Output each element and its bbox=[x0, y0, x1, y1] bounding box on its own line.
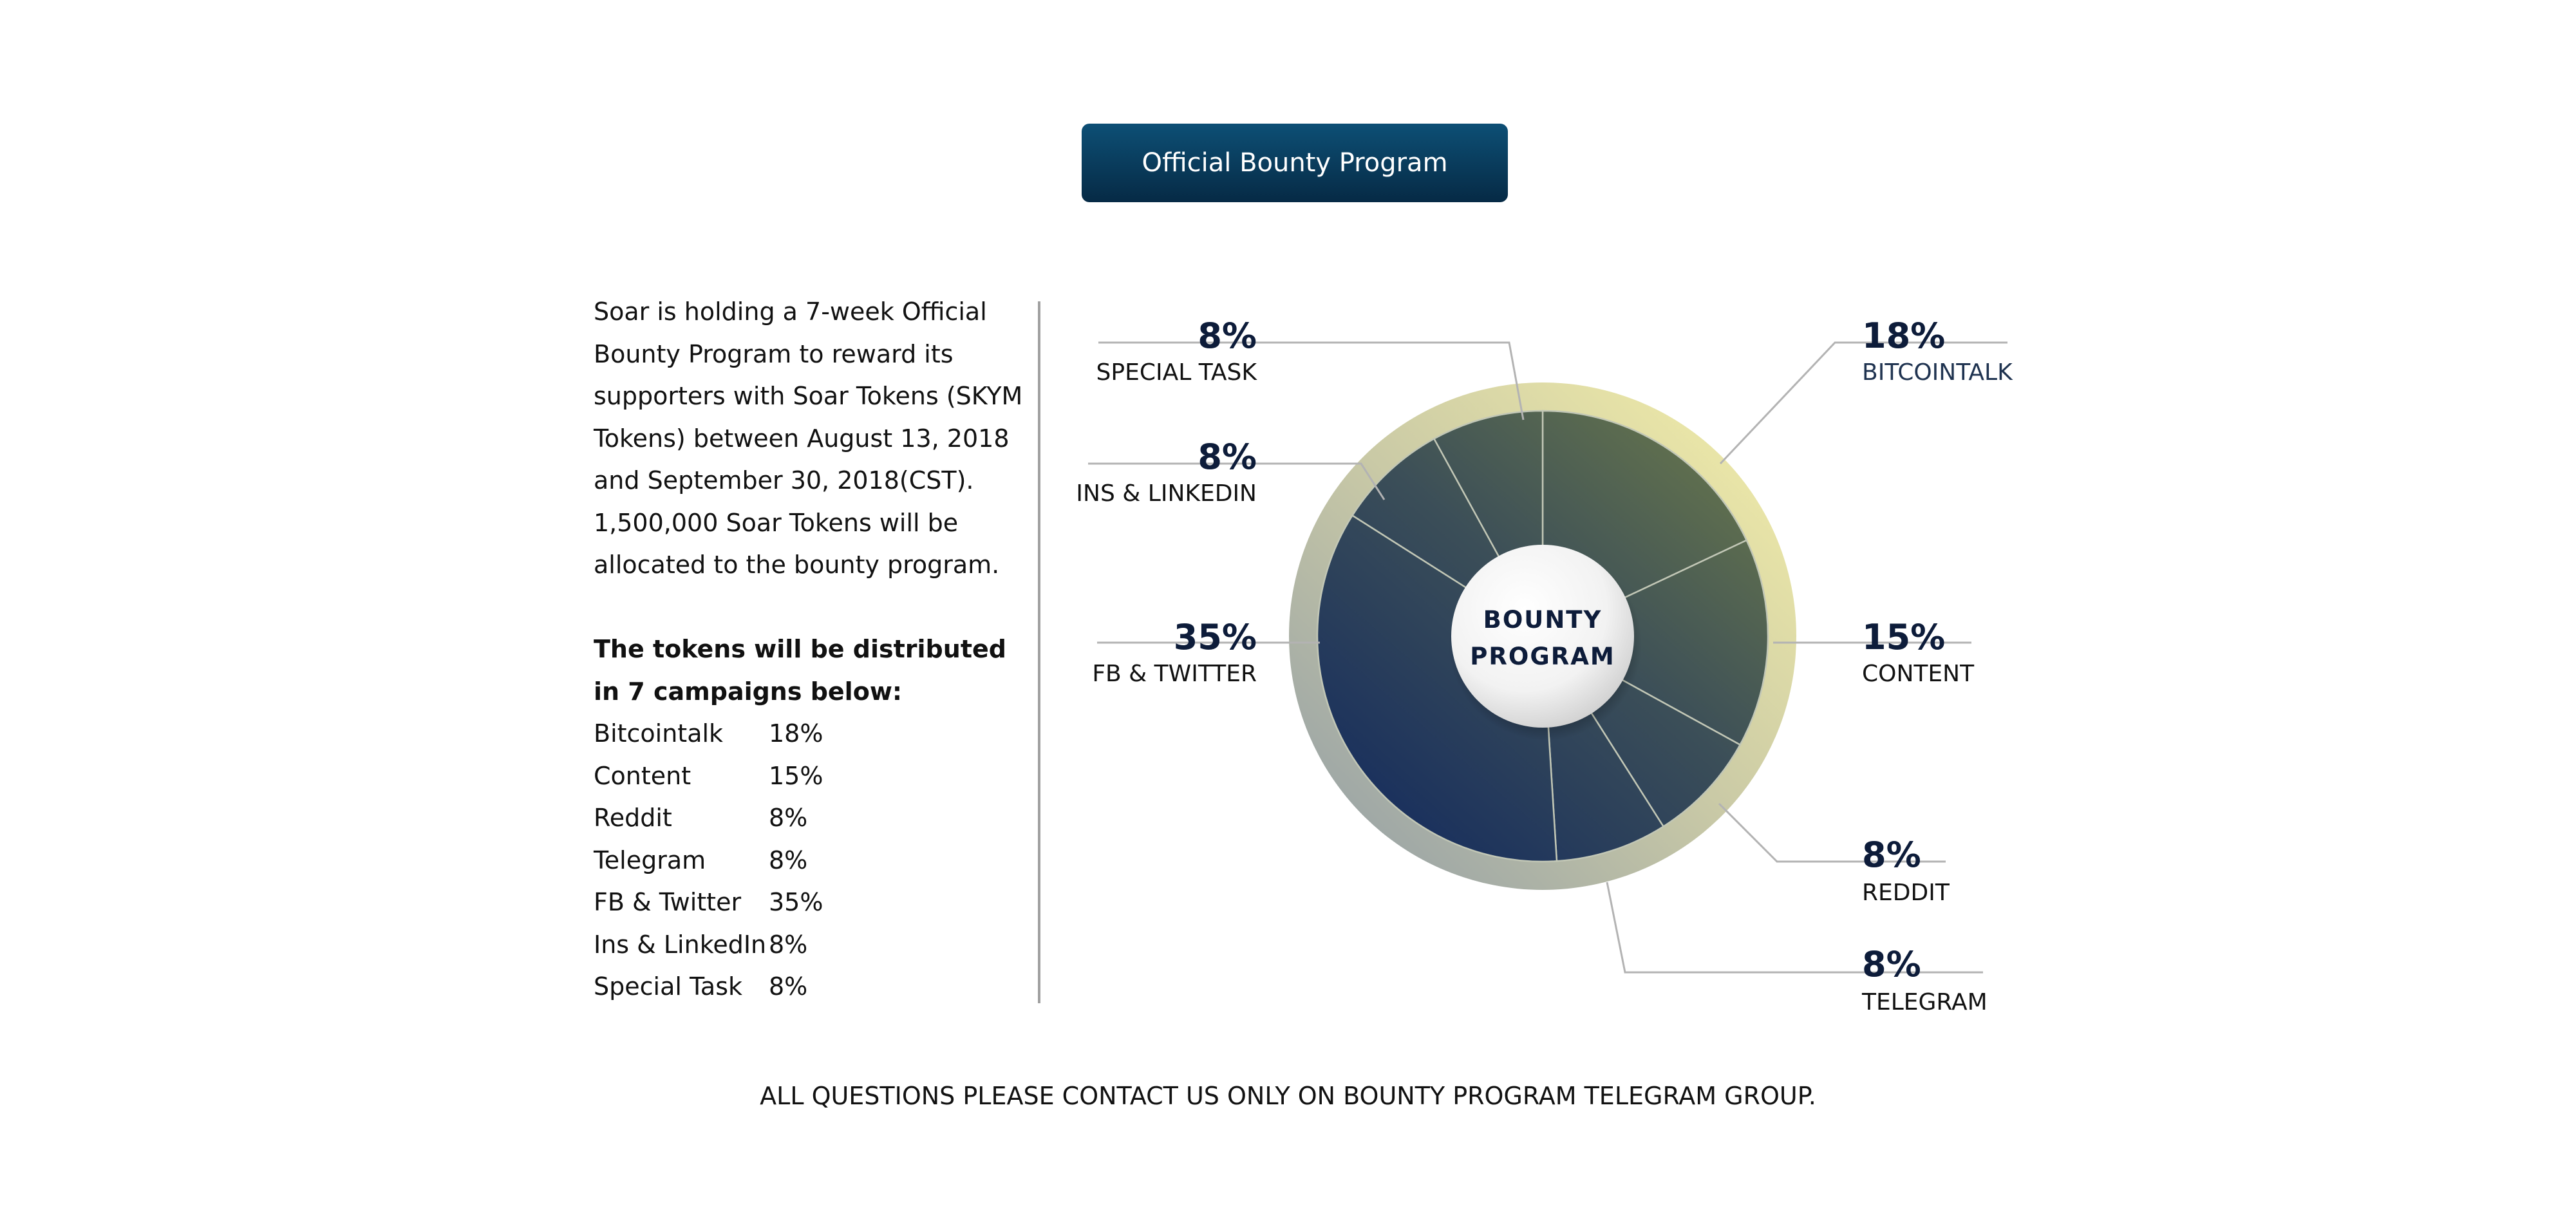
percent-label-fb-and-twitter: 35% bbox=[1174, 617, 1257, 657]
category-label-bitcointalk: BITCOINTALK bbox=[1862, 359, 2013, 386]
center-label-line-1: BOUNTY bbox=[1483, 606, 1603, 634]
leader-line-bitcointalk bbox=[1719, 341, 2007, 465]
campaign-name: Telegram bbox=[594, 845, 706, 874]
distribution-row: Telegram 8% bbox=[594, 840, 823, 882]
category-label-telegram: TELEGRAM bbox=[1861, 989, 1988, 1015]
distribution-row: Special Task 8% bbox=[594, 966, 823, 1008]
campaign-share: 18% bbox=[769, 719, 823, 748]
distribution-row: FB & Twitter 35% bbox=[594, 882, 823, 924]
pie-slice-content bbox=[1541, 539, 1769, 746]
leader-line-ins-and-linkedin bbox=[1088, 462, 1386, 500]
percent-label-telegram: 8% bbox=[1862, 944, 1921, 985]
percent-label-ins-and-linkedin: 8% bbox=[1198, 437, 1257, 477]
campaign-name: Content bbox=[594, 761, 691, 790]
campaign-share: 8% bbox=[769, 804, 808, 832]
campaign-name: Reddit bbox=[594, 804, 672, 832]
category-label-fb-and-twitter: FB & TWITTER bbox=[1092, 661, 1257, 687]
category-label-reddit: REDDIT bbox=[1862, 880, 1950, 906]
distribution-row: Reddit 8% bbox=[594, 797, 823, 840]
campaign-share: 8% bbox=[769, 930, 808, 959]
pie-slice-fb-and-twitter bbox=[1316, 514, 1558, 863]
campaign-share: 8% bbox=[769, 972, 808, 1001]
distribution-row: Content 15% bbox=[594, 755, 823, 798]
campaign-name: Special Task bbox=[594, 972, 743, 1001]
campaign-name: FB & Twitter bbox=[594, 888, 742, 916]
distribution-row: Ins & LinkedIn 8% bbox=[594, 924, 823, 967]
footer-contact-note: ALL QUESTIONS PLEASE CONTACT US ONLY ON … bbox=[760, 1082, 1816, 1110]
percent-label-bitcointalk: 18% bbox=[1862, 316, 1945, 356]
category-label-special-task: SPECIAL TASK bbox=[1096, 359, 1258, 386]
campaign-share: 8% bbox=[769, 845, 808, 874]
distribution-title: The tokens will be distributed in 7 camp… bbox=[594, 635, 1006, 706]
percent-label-reddit: 8% bbox=[1862, 835, 1921, 875]
category-label-content: CONTENT bbox=[1862, 661, 1975, 687]
intro-paragraph: Soar is holding a 7-week Official Bounty… bbox=[594, 297, 1023, 579]
campaign-name: Bitcointalk bbox=[594, 719, 724, 748]
vertical-divider bbox=[1038, 301, 1040, 1003]
campaign-share: 15% bbox=[769, 761, 823, 790]
distribution-table: Bitcointalk 18% Content 15% Reddit 8% Teleg… bbox=[594, 713, 823, 1008]
center-label-line-2: PROGRAM bbox=[1470, 643, 1615, 670]
campaign-share: 35% bbox=[769, 888, 823, 916]
category-label-ins-and-linkedin: INS & LINKEDIN bbox=[1076, 480, 1257, 507]
leader-line-reddit bbox=[1718, 802, 1946, 863]
percent-label-content: 15% bbox=[1862, 617, 1945, 657]
campaign-name: Ins & LinkedIn bbox=[594, 930, 767, 959]
leader-line-telegram bbox=[1606, 882, 1983, 974]
leader-line-special-task bbox=[1098, 341, 1525, 420]
official-bounty-program-button[interactable]: Official Bounty Program bbox=[1082, 124, 1508, 202]
distribution-row: Bitcointalk 18% bbox=[594, 713, 823, 755]
percent-label-special-task: 8% bbox=[1198, 316, 1257, 356]
center-disc bbox=[1451, 545, 1634, 728]
